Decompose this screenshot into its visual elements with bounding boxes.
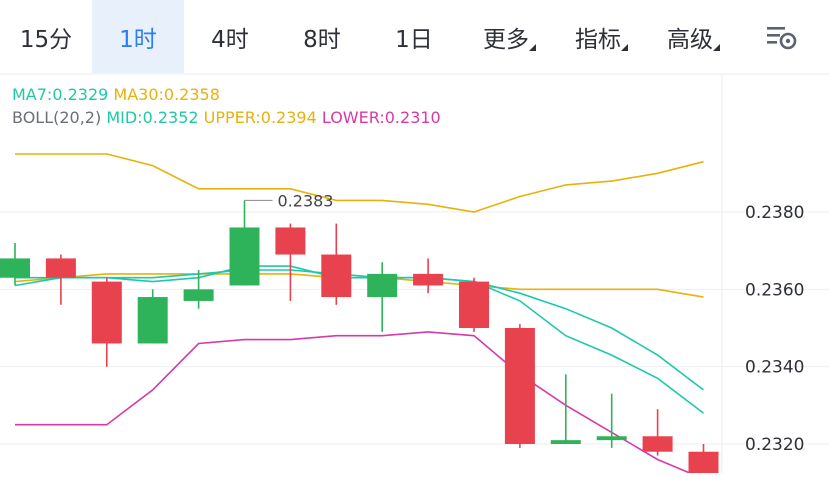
candle-body	[459, 281, 489, 328]
tab-1d[interactable]: 1日	[395, 26, 433, 53]
boll-lower-legend: LOWER:0.2310	[321, 108, 441, 127]
chart-settings-icon[interactable]	[765, 24, 799, 52]
chart-plot-area: 0.2380 0.2360 0.2340 0.2320 0.2383	[0, 73, 829, 477]
ma30-legend: MA30:0.2358	[113, 85, 220, 104]
candle-body	[321, 254, 352, 298]
tab-15min[interactable]: 15分	[19, 26, 73, 53]
y-tick-label: 0.2380	[745, 203, 804, 223]
tab-8h[interactable]: 8时	[303, 26, 341, 53]
candle-body	[642, 436, 673, 452]
tab-indicators[interactable]: 指标	[575, 26, 621, 53]
candle-body	[0, 258, 30, 278]
candle-body	[275, 227, 306, 255]
tab-more[interactable]: 更多	[483, 26, 529, 53]
series-line-lower	[15, 331, 702, 477]
candle-body	[91, 281, 122, 344]
ma7-legend: MA7:0.2329	[12, 85, 109, 104]
tab-1h[interactable]: 1时	[92, 0, 184, 73]
indicators-dropdown-caret-icon	[621, 44, 628, 51]
candle-body	[45, 258, 76, 278]
timeframe-tab-bar: 15分 1时 4时 8时 1日 更多 指标 高级	[0, 0, 829, 73]
candle-body	[413, 273, 444, 286]
series-line-upper	[15, 153, 704, 213]
tab-4h[interactable]: 4时	[211, 26, 249, 53]
series-line-ma7	[14, 265, 704, 414]
boll-legend: BOLL(20,2) MID:0.2352 UPPER:0.2394 LOWER…	[12, 108, 441, 127]
candle-body	[367, 273, 398, 298]
high-price-label: 0.2383	[278, 191, 334, 210]
y-tick-label: 0.2320	[745, 435, 804, 455]
candle-body	[504, 328, 535, 444]
ma-legend: MA7:0.2329 MA30:0.2358	[12, 85, 220, 104]
y-tick-label: 0.2340	[745, 358, 804, 378]
boll-mid-legend: MID:0.2352	[106, 108, 199, 127]
candle-body	[596, 436, 627, 441]
tab-advanced[interactable]: 高级	[667, 26, 713, 53]
candle-body	[229, 227, 260, 286]
boll-legend-label: BOLL(20,2)	[12, 108, 102, 127]
candle-body	[183, 289, 214, 301]
y-tick-label: 0.2360	[745, 280, 804, 300]
more-dropdown-caret-icon	[529, 44, 536, 51]
candlestick-chart[interactable]: MA7:0.2329 MA30:0.2358 BOLL(20,2) MID:0.…	[0, 73, 829, 477]
candle-body	[550, 440, 581, 444]
series-line-mid	[15, 269, 704, 391]
advanced-dropdown-caret-icon	[713, 44, 720, 51]
candle-body	[137, 297, 168, 344]
candle-body	[688, 451, 719, 475]
boll-upper-legend: UPPER:0.2394	[203, 108, 317, 127]
